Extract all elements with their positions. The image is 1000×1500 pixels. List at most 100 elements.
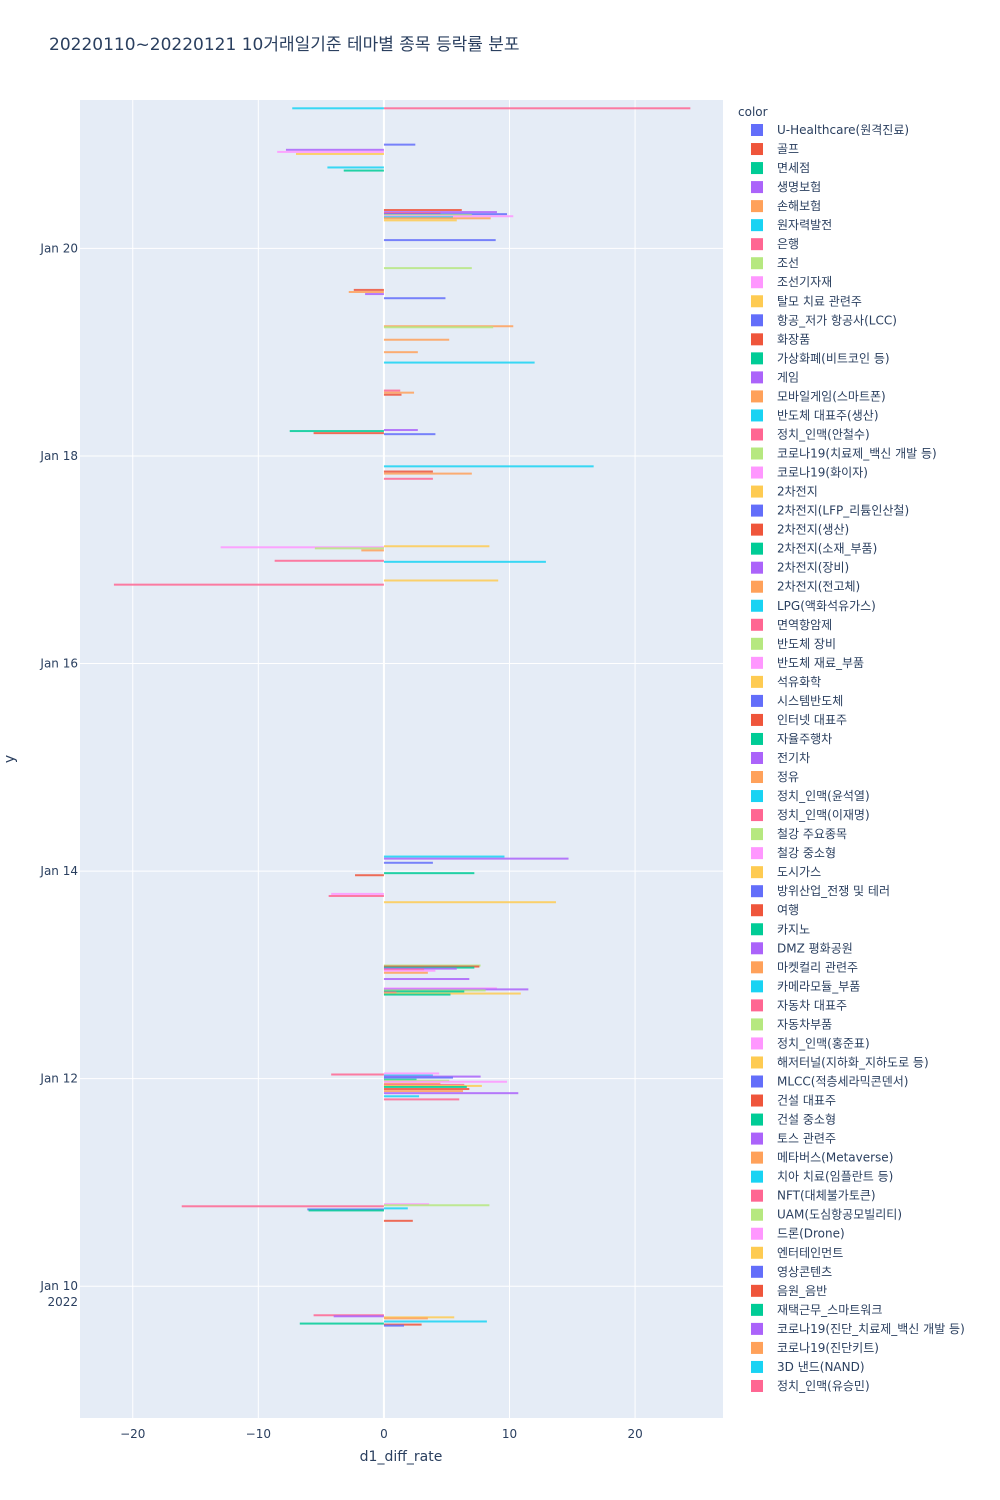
bar[interactable] (353, 288, 384, 291)
bar[interactable] (383, 990, 465, 993)
legend-item[interactable]: 골프 (751, 142, 799, 156)
bar[interactable] (383, 968, 425, 971)
legend-item[interactable]: 정유 (751, 770, 799, 784)
bar[interactable] (383, 219, 457, 222)
bar[interactable] (383, 560, 546, 563)
bar[interactable] (383, 987, 497, 990)
bar[interactable] (383, 1075, 481, 1078)
legend-item[interactable]: 자동차 대표주 (751, 998, 847, 1012)
legend-item[interactable]: 여행 (751, 902, 799, 917)
legend-item[interactable]: 손해보험 (751, 199, 821, 213)
bar[interactable] (383, 579, 499, 582)
legend-item[interactable]: 자동차부품 (751, 1017, 832, 1031)
bar[interactable] (343, 169, 384, 172)
bar[interactable] (383, 267, 472, 270)
legend-item[interactable]: 토스 관련주 (751, 1132, 836, 1146)
bar[interactable] (383, 465, 594, 468)
bar[interactable] (383, 1092, 519, 1095)
legend-item[interactable]: 면세점 (751, 161, 810, 175)
bar[interactable] (383, 965, 480, 968)
bar[interactable] (181, 1205, 384, 1208)
bar[interactable] (383, 143, 416, 146)
bar[interactable] (383, 861, 433, 864)
legend-item[interactable]: 마켓컬리 관련주 (751, 960, 858, 974)
bar[interactable] (383, 216, 453, 219)
bar[interactable] (383, 393, 402, 396)
bar[interactable] (308, 1209, 384, 1212)
bar[interactable] (383, 429, 418, 432)
legend-item[interactable]: 2차전지 (751, 485, 818, 499)
legend-item[interactable]: 치아 치료(임플란트 등) (751, 1170, 893, 1184)
bar[interactable] (383, 1323, 422, 1326)
legend-item[interactable]: 3D 낸드(NAND) (751, 1360, 865, 1374)
legend-item[interactable]: 2차전지(장비) (751, 561, 849, 575)
bar[interactable] (313, 1314, 384, 1317)
bar[interactable] (383, 212, 441, 215)
bar[interactable] (383, 1095, 420, 1098)
legend-item[interactable]: 음원_음반 (751, 1284, 827, 1298)
legend-item[interactable]: 도시가스 (751, 865, 821, 879)
bar[interactable] (383, 971, 428, 974)
bar[interactable] (383, 872, 475, 875)
legend-item[interactable]: 코로나19(치료제_백신 개발 등) (751, 447, 937, 461)
bar[interactable] (383, 966, 475, 969)
legend-item[interactable]: 코로나19(진단키트) (751, 1341, 879, 1355)
bar[interactable] (313, 432, 384, 435)
bar[interactable] (289, 430, 384, 433)
bar[interactable] (333, 1315, 384, 1318)
bar[interactable] (383, 1088, 470, 1091)
legend-item[interactable]: 인터넷 대표주 (751, 713, 847, 727)
bar[interactable] (383, 1207, 408, 1210)
bar[interactable] (383, 472, 472, 475)
legend-item[interactable]: 철강 중소형 (751, 846, 836, 860)
bar[interactable] (285, 148, 384, 151)
legend-item[interactable]: 생명보험 (751, 180, 821, 194)
legend-item[interactable]: 건설 대표주 (751, 1094, 836, 1108)
legend-item[interactable]: 가상화폐(비트코인 등) (751, 351, 890, 365)
bar[interactable] (327, 166, 384, 169)
bar[interactable] (383, 209, 462, 212)
legend[interactable]: U-Healthcare(원격진료) 골프면세점생명보험손해보험원자력발전은행조선… (751, 123, 965, 1393)
bar[interactable] (383, 297, 446, 300)
legend-item[interactable]: 자율주행차 (751, 731, 832, 746)
bar[interactable] (383, 389, 401, 392)
legend-item[interactable]: 코로나19(화이자) (751, 466, 868, 480)
legend-item[interactable]: 정치_인맥(이재명) (751, 808, 870, 822)
bar[interactable] (383, 1324, 405, 1327)
legend-item[interactable]: NFT(대체불가토큰) (751, 1189, 876, 1203)
bar[interactable] (383, 433, 436, 436)
legend-item[interactable]: 드론(Drone) (751, 1227, 845, 1241)
bar[interactable] (383, 855, 505, 858)
bar[interactable] (383, 1083, 465, 1086)
legend-item[interactable]: 화장품 (751, 332, 810, 346)
legend-item[interactable]: 2차전지(생산) (751, 523, 849, 537)
legend-item[interactable]: 모바일게임(스마트폰) (751, 389, 886, 403)
bar[interactable] (383, 964, 481, 967)
bar[interactable] (383, 1316, 455, 1319)
legend-item[interactable]: 건설 중소형 (751, 1113, 836, 1127)
legend-item[interactable]: 영상콘텐츠 (751, 1265, 832, 1279)
bar[interactable] (383, 1317, 428, 1320)
bar[interactable] (383, 545, 490, 548)
bar[interactable] (383, 1082, 441, 1085)
bar[interactable] (383, 215, 514, 218)
bar[interactable] (307, 1208, 384, 1211)
bar[interactable] (383, 391, 415, 394)
bar[interactable] (383, 1085, 467, 1088)
bar[interactable] (383, 978, 470, 981)
legend-item[interactable]: 반도체 장비 (751, 637, 836, 651)
legend-item[interactable]: 2차전지(전고체) (751, 580, 860, 594)
bar[interactable] (383, 477, 433, 480)
bar[interactable] (383, 1320, 487, 1323)
bar[interactable] (277, 150, 384, 153)
bar[interactable] (383, 967, 457, 970)
bar[interactable] (383, 1072, 440, 1075)
bar[interactable] (292, 107, 384, 110)
legend-item[interactable]: 2차전지(LFP_리튬인산철) (751, 504, 909, 518)
bar[interactable] (328, 894, 384, 897)
legend-item[interactable]: 탈모 치료 관련주 (751, 294, 862, 308)
legend-item[interactable]: 메타버스(Metaverse) (751, 1151, 893, 1165)
legend-item[interactable]: 코로나19(진단_치료제_백신 개발 등) (751, 1322, 965, 1336)
bar[interactable] (383, 992, 521, 995)
bar[interactable] (383, 901, 556, 904)
